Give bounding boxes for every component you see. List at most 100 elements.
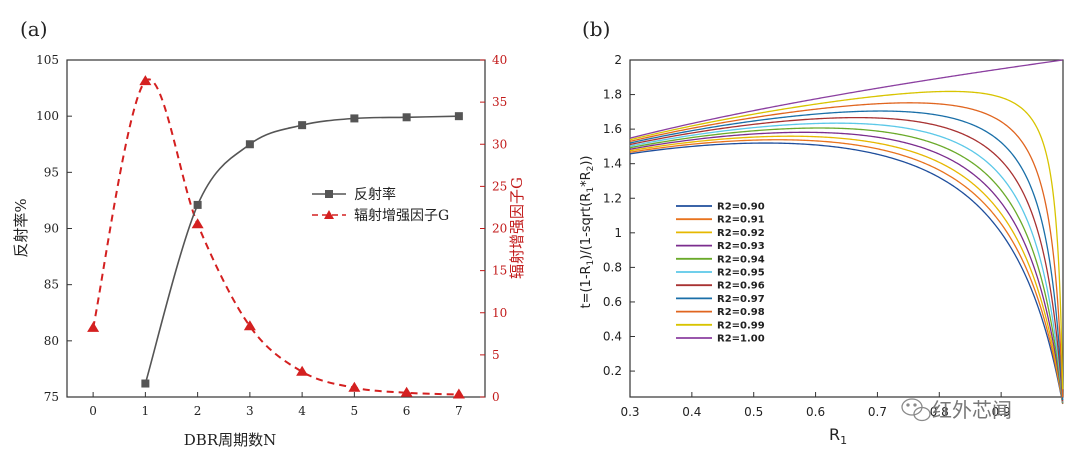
- reflectivity-point: [454, 112, 463, 121]
- y-right-tick-label: 40: [492, 53, 507, 67]
- reflectivity-point: [193, 200, 202, 209]
- r2-curve: [629, 142, 1064, 405]
- y-tick-label: 0.8: [603, 260, 622, 274]
- y-tick-label: 75: [44, 390, 59, 404]
- x-tick-label: 6: [403, 404, 411, 418]
- panel-a-y-right-label: 辐射增强因子G: [508, 177, 526, 279]
- enhancement-factor-line: [92, 78, 459, 396]
- watermark-text: 红外芯闻: [932, 398, 1012, 422]
- legend-label: R2=1.00: [717, 334, 765, 345]
- x-tick-label: 0: [89, 404, 97, 418]
- legend-label: R2=0.92: [717, 228, 765, 239]
- y-tick-label: 85: [44, 278, 59, 292]
- panel-b-plot-frame: [629, 59, 1064, 398]
- r2-curve: [629, 135, 1064, 404]
- x-tick-label: 1: [142, 404, 150, 418]
- x-tick-label: 0.7: [868, 405, 887, 419]
- panel-b-x-label: R1: [829, 425, 847, 447]
- y-right-tick-label: 15: [492, 264, 507, 278]
- panel-a-series: [87, 75, 465, 399]
- y-tick-label: 1.2: [603, 191, 622, 205]
- panel-a-plot-frame: [66, 59, 486, 398]
- reflectivity-point: [298, 121, 307, 130]
- legend-label: R2=0.93: [717, 241, 765, 252]
- y-right-tick-label: 5: [492, 348, 500, 362]
- y-right-tick-label: 25: [492, 179, 507, 193]
- panel-b-axes: 0.3 0.4 0.5 0.6 0.7 0.8 0.9 0.2 0.4 0.6 0.8 1 1.2 1.4…: [603, 53, 1011, 419]
- panel-a-legend: 反射率 辐射增强因子G: [312, 186, 449, 224]
- y-tick-label: 105: [36, 53, 59, 67]
- r2-curve: [629, 122, 1064, 403]
- x-tick-label: 0.6: [806, 405, 825, 419]
- enhancement-factor-point: [296, 365, 309, 376]
- panel-b: (b) 0.3 0.4 0.5 0.6 0.7 0.8 0.9 0.2 0.4 0.6 0.8 1 1.…: [579, 17, 1064, 447]
- panel-b-label: (b): [582, 17, 610, 41]
- enhancement-factor-point: [452, 388, 465, 399]
- enhancement-factor-point: [191, 218, 204, 229]
- panel-b-y-label: t=(1-R1)/(1-sqrt(R1*R2)): [579, 155, 596, 308]
- reflectivity-point: [350, 114, 359, 123]
- x-tick-label: 7: [455, 404, 463, 418]
- legend-enhance-marker: [324, 210, 334, 219]
- legend-enhance-label: 辐射增强因子G: [354, 208, 449, 224]
- enhancement-factor-point: [243, 320, 256, 331]
- legend-label: R2=0.96: [717, 281, 765, 292]
- r2-curve: [629, 110, 1064, 401]
- y-tick-label: 0.4: [603, 330, 622, 344]
- r2-curve: [629, 90, 1064, 390]
- reflectivity-point: [402, 113, 411, 122]
- x-tick-label: 5: [351, 404, 359, 418]
- enhancement-factor-point: [400, 386, 413, 397]
- legend-label: R2=0.95: [717, 268, 765, 279]
- y-right-tick-label: 0: [492, 390, 500, 404]
- x-tick-label: 0.5: [744, 405, 763, 419]
- r2-curve: [629, 59, 1063, 139]
- panel-a-axes: 0 1 2 3 4 5 6 7 75 80 85 90 95 100 105 0 5 10 15 20 25 30 35 40: [36, 53, 507, 418]
- wechat-icon: [901, 398, 931, 422]
- panel-a: (a) 0 1 2 3 4 5 6 7 75 80 85 90 95 100 105 0 5 10 15 20 25 30…: [12, 17, 526, 449]
- panel-a-label: (a): [20, 17, 48, 41]
- y-right-tick-label: 10: [492, 306, 507, 320]
- panel-b-legend: R2=0.90 R2=0.91 R2=0.92 R2=0.93 R2=0.94 R2=0.…: [676, 202, 765, 345]
- x-tick-label: 0.8: [930, 405, 949, 419]
- x-tick-label: 4: [298, 404, 306, 418]
- legend-label: R2=0.98: [717, 307, 765, 318]
- legend-label: R2=0.99: [717, 320, 765, 331]
- x-tick-label: 0.4: [682, 405, 701, 419]
- y-tick-label: 0.2: [603, 364, 622, 378]
- enhancement-factor-point: [348, 381, 361, 392]
- r2-curve: [629, 127, 1064, 403]
- enhancement-factor-point: [87, 321, 100, 332]
- y-tick-label: 1.6: [603, 122, 622, 136]
- watermark: 红外芯闻: [901, 398, 1012, 422]
- r2-curve: [629, 131, 1064, 404]
- panel-a-x-label: DBR周期数N: [184, 431, 276, 449]
- legend-reflect-marker: [325, 190, 333, 198]
- y-right-tick-label: 35: [492, 95, 507, 109]
- y-tick-label: 2: [614, 53, 622, 67]
- x-tick-label: 3: [246, 404, 254, 418]
- legend-label: R2=0.97: [717, 294, 765, 305]
- panel-b-series: [629, 59, 1064, 405]
- legend-label: R2=0.91: [717, 215, 765, 226]
- y-tick-label: 1: [614, 226, 622, 240]
- reflectivity-point: [245, 140, 254, 149]
- legend-reflect-label: 反射率: [354, 186, 396, 203]
- y-tick-label: 80: [44, 334, 59, 348]
- r2-curve: [629, 102, 1064, 398]
- r2-curve: [629, 116, 1064, 402]
- enhancement-factor-point: [139, 75, 152, 86]
- legend-label: R2=0.90: [717, 202, 765, 213]
- r2-curve: [629, 139, 1064, 404]
- legend-label: R2=0.94: [717, 254, 765, 265]
- reflectivity-line: [144, 115, 459, 384]
- y-tick-label: 0.6: [603, 295, 622, 309]
- y-tick-label: 95: [44, 165, 59, 179]
- y-tick-label: 1.4: [603, 157, 622, 171]
- panel-a-y-label: 反射率%: [12, 198, 30, 257]
- x-tick-label: 2: [194, 404, 202, 418]
- y-tick-label: 90: [44, 222, 59, 236]
- x-tick-label: 0.9: [992, 405, 1011, 419]
- reflectivity-point: [141, 379, 150, 388]
